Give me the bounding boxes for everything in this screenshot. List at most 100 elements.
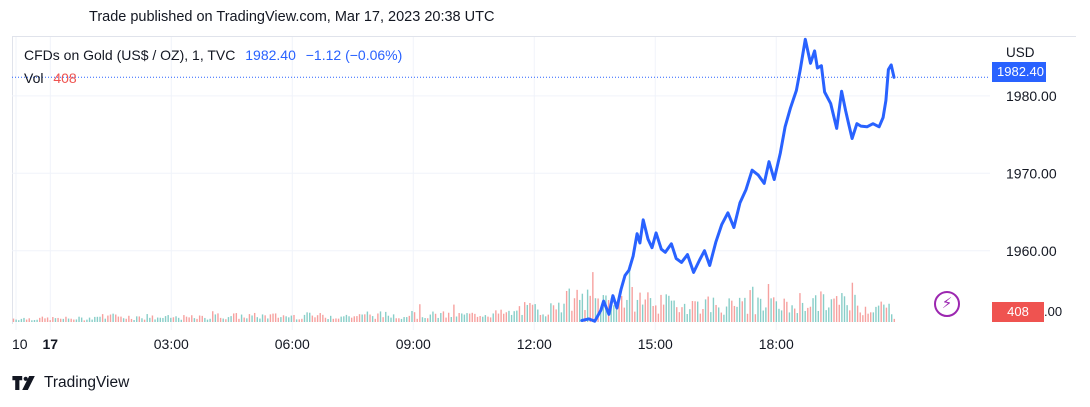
volume-bar [382, 317, 384, 322]
volume-bar [450, 317, 452, 322]
volume-bar [12, 318, 15, 322]
volume-bar [177, 317, 180, 322]
volume-bar [623, 307, 626, 322]
volume-bar [39, 317, 41, 322]
volume-bar [820, 291, 822, 322]
volume-bar [209, 318, 211, 322]
volume-bar [52, 317, 54, 322]
volume-bar [710, 312, 712, 322]
volume-bar [290, 315, 293, 322]
volume-bar [733, 305, 736, 322]
price-axis-label: 1980.00 [1006, 88, 1057, 104]
volume-bar [377, 313, 379, 322]
volume-bar [885, 307, 888, 322]
volume-bar [534, 304, 536, 322]
volume-label[interactable]: Vol [24, 70, 44, 86]
volume-bar [759, 298, 762, 322]
volume-bar [510, 314, 513, 322]
volume-bar [253, 312, 256, 322]
legend-symbol-row: CFDs on Gold (US$ / OZ), 1, TVC 1982.40 … [24, 47, 402, 63]
volume-bar [303, 314, 306, 322]
volume-bar [88, 317, 91, 322]
volume-bar [809, 306, 812, 322]
volume-bar [219, 317, 222, 322]
tradingview-logo-icon [12, 376, 35, 390]
currency-label[interactable]: USD [1006, 45, 1035, 60]
volume-bar [54, 318, 57, 322]
last-price-badge-text: 1982.40 [997, 64, 1044, 79]
volume-bar [348, 316, 350, 322]
volume-bar [340, 316, 342, 322]
volume-bar [547, 314, 549, 322]
volume-bar [641, 304, 644, 322]
volume-bar [594, 298, 597, 322]
grid-lines [12, 37, 990, 330]
volume-bar [366, 311, 369, 322]
volume-bar [432, 311, 434, 322]
tradingview-logo[interactable]: TradingView [12, 373, 129, 393]
volume-bar [854, 294, 856, 322]
volume-bar [568, 288, 570, 322]
volume-bar [544, 316, 547, 322]
volume-bar [403, 317, 405, 322]
volume-bar [358, 314, 361, 322]
volume-bar [754, 314, 757, 322]
volume-bar [484, 315, 487, 322]
volume-bar [46, 317, 49, 322]
volume-bar [280, 317, 282, 322]
volume-bar [288, 317, 290, 322]
volume-bar [786, 301, 788, 322]
volume-bar [723, 314, 725, 322]
volume-bar [164, 316, 167, 322]
symbol-title[interactable]: CFDs on Gold (US$ / OZ), 1, TVC [24, 47, 236, 63]
volume-bar [230, 316, 232, 322]
volume-bar [240, 314, 243, 322]
volume-bar [529, 303, 531, 322]
volume-bar [25, 319, 28, 322]
volume-bar [395, 318, 397, 322]
volume-bar [615, 309, 618, 322]
volume-bar [728, 298, 730, 322]
volume-bar [479, 316, 481, 322]
volume-bar [505, 312, 508, 322]
volume-bar [20, 318, 23, 322]
volume-bar [497, 313, 500, 322]
lightning-icon[interactable]: ⚡ [934, 291, 960, 317]
volume-bar [324, 317, 327, 322]
volume-bar [447, 312, 450, 322]
price-line-layer [580, 37, 896, 323]
volume-bar [455, 316, 458, 322]
volume-bar [251, 315, 253, 322]
volume-bar [437, 317, 439, 322]
volume-bar [445, 317, 447, 322]
volume-bar [196, 318, 198, 322]
volume-bar [762, 310, 764, 322]
volume-bar [411, 310, 413, 322]
volume-bar [694, 301, 696, 322]
volume-bar [558, 302, 560, 322]
volume-bar [204, 317, 206, 322]
volume-bar [385, 311, 387, 322]
volume-bar [238, 318, 240, 322]
last-price-badge: 1982.40 [992, 62, 1046, 82]
volume-bar [681, 307, 683, 322]
volume-bar [426, 318, 429, 322]
volume-bar [122, 318, 125, 322]
volume-bar [468, 313, 471, 322]
volume-bar [600, 309, 602, 322]
volume-bar [665, 294, 667, 322]
volume-bar [597, 298, 599, 322]
volume-bar [649, 298, 652, 322]
volume-bar [31, 320, 33, 322]
volume-bar [731, 300, 733, 322]
volume-bar [584, 310, 586, 322]
time-axis-label: 17 [43, 336, 59, 352]
volume-bar [364, 314, 366, 322]
volume-bar [589, 295, 591, 322]
volume-bar [424, 318, 426, 322]
volume-bar [613, 305, 615, 322]
volume-bar [59, 318, 62, 322]
volume-bar [508, 310, 510, 322]
volume-bar [243, 317, 245, 322]
